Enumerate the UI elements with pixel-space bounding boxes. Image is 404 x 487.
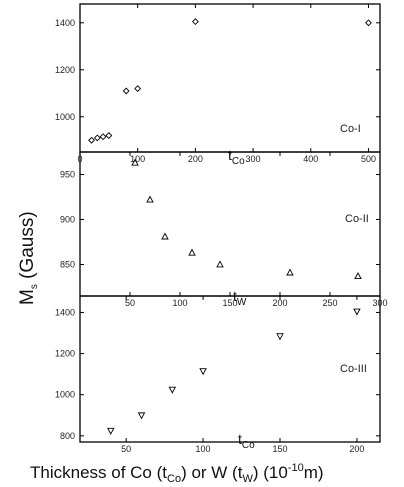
- data-point: [193, 19, 199, 25]
- panels: 0100200300400500100012001400Co-ItCo50100…: [55, 4, 388, 454]
- y-tick-label: 850: [60, 260, 75, 270]
- y-tick-label: 1000: [55, 390, 75, 400]
- x-tick-label: 250: [322, 298, 337, 308]
- x-tick-label: 150: [272, 444, 287, 454]
- x-tick-label: 400: [303, 154, 318, 164]
- x-axis-title-sub1: Co: [167, 473, 181, 485]
- data-point: [135, 86, 141, 92]
- y-tick-label: 900: [60, 215, 75, 225]
- x-tick-label: 100: [172, 298, 187, 308]
- panel-label: Co-III: [340, 363, 367, 375]
- y-tick-label: 1000: [55, 112, 75, 122]
- data-point: [169, 387, 175, 393]
- y-tick-label: 1200: [55, 65, 75, 75]
- plot-frame: [80, 152, 380, 296]
- x-axis-title-part2: ) or W (t: [181, 463, 243, 482]
- data-point: [366, 20, 372, 26]
- data-point: [139, 413, 145, 419]
- y-tick-label: 1400: [55, 18, 75, 28]
- data-point: [100, 134, 106, 140]
- data-point: [147, 197, 153, 203]
- y-axis-title-rest: (Gauss): [17, 211, 38, 284]
- x-axis-title-sub2: W: [242, 473, 253, 485]
- y-tick-label: 800: [60, 431, 75, 441]
- y-tick-label: 1400: [55, 307, 75, 317]
- panel-label: Co-II: [345, 213, 369, 225]
- x-tick-label: 100: [130, 154, 145, 164]
- data-point: [108, 428, 114, 434]
- plot-frame: [80, 296, 380, 442]
- data-point: [200, 369, 206, 375]
- y-tick-label: 950: [60, 170, 75, 180]
- x-axis-title-part3: ) (10: [253, 463, 288, 482]
- panel-axis-label: tCo: [228, 147, 245, 167]
- x-axis-title-part4: m): [304, 463, 324, 482]
- data-point: [95, 135, 101, 141]
- x-axis-title-sup: -10: [288, 462, 304, 474]
- panel-label: Co-I: [340, 123, 361, 135]
- y-axis-title: Ms (Gauss): [17, 211, 40, 305]
- x-tick-label: 50: [121, 444, 131, 454]
- data-point: [354, 309, 360, 315]
- panel-axis-label: tCo: [238, 431, 255, 451]
- x-tick-label: 200: [349, 444, 364, 454]
- x-tick-label: 300: [246, 154, 261, 164]
- y-axis-title-main: M: [17, 289, 38, 305]
- panel-axis-label-sub: Co: [232, 156, 245, 167]
- data-point: [287, 269, 293, 275]
- x-tick-label: 500: [361, 154, 376, 164]
- x-axis-title: Thickness of Co (tCo) or W (tW) (10-10m): [30, 462, 324, 485]
- data-point: [217, 261, 223, 267]
- data-point: [355, 273, 361, 279]
- x-tick-label: 200: [188, 154, 203, 164]
- data-point: [189, 250, 195, 256]
- y-tick-label: 1200: [55, 349, 75, 359]
- data-point: [123, 88, 129, 94]
- plot-frame: [80, 4, 380, 152]
- data-point: [89, 137, 95, 143]
- panel-3: 50 100 150 200 800 1000 1200 1400 Co-III tCo: [55, 296, 380, 454]
- panel-axis-label-sub: W: [237, 297, 247, 308]
- panel-axis-label-sub: Co: [242, 440, 255, 451]
- x-axis-title-part1: Thickness of Co (t: [30, 463, 167, 482]
- data-point: [277, 334, 283, 340]
- data-point: [162, 233, 168, 239]
- x-tick-label: 100: [196, 444, 211, 454]
- data-point: [106, 133, 112, 139]
